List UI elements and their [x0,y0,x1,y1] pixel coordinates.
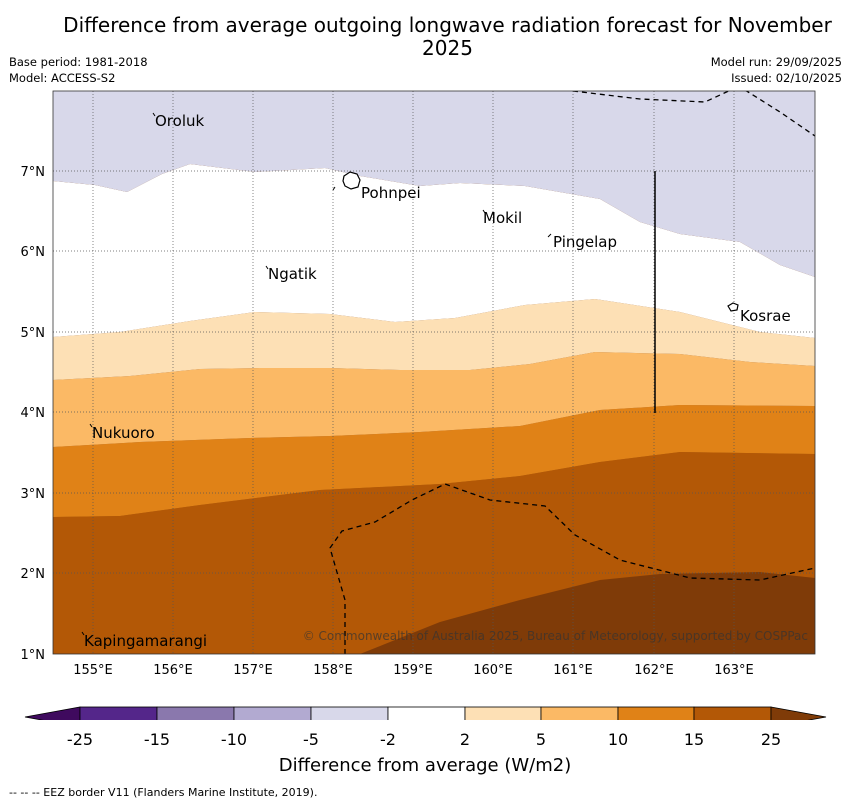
copyright-notice: © Commonwealth of Australia 2025, Bureau… [303,629,808,643]
colorbar-swatch [693,706,772,720]
band-5 [53,299,815,380]
map-frame [52,90,816,655]
band-10 [53,352,815,447]
x-tick-label: 155°E [73,663,113,678]
x-tick-label: 162°E [634,663,674,678]
base-period: Base period: 1981-2018 [9,55,148,69]
place-label: Pingelap [553,233,617,251]
map-fill [53,91,815,654]
colorbar-tick-label: 25 [760,730,782,749]
colorbar-tick-label: 5 [535,730,547,749]
y-tick-label: 7°N [21,165,46,180]
model-run: Model run: 29/09/2025 [710,55,842,69]
x-tick-label: 159°E [393,663,433,678]
y-tick-label: 5°N [21,326,46,341]
y-tick-label: 2°N [21,567,46,582]
meta-left: Base period: 1981-2018 Model: ACCESS-S2 [9,54,148,86]
map-canvas: 155°E 156°E 157°E 158°E 159°E 160°E 161°E 162°E… [21,90,827,720]
colorbar-swatch [540,706,619,720]
x-tick-label: 157°E [233,663,273,678]
islet-markers [81,112,552,636]
issued-date: Issued: 02/10/2025 [731,71,842,85]
place-label: Mokil [483,209,522,227]
colorbar-swatch [617,706,695,720]
colorbar-tick-label: -10 [220,730,248,749]
place-label: Ngatik [268,265,317,283]
meta-right: Model run: 29/09/2025 Issued: 02/10/2025 [711,54,842,86]
y-tick-label: 3°N [21,487,46,502]
colorbar-swatch [233,706,312,720]
colorbar-title: Difference from average (W/m2) [278,755,572,776]
colorbar [24,706,827,720]
x-tick-label: 160°E [473,663,513,678]
place-label: Kosrae [740,307,791,325]
colorbar-swatch [156,706,235,720]
x-axis: 155°E 156°E 157°E 158°E 159°E 160°E 161°E 162°E… [73,663,754,678]
band-15 [53,405,815,517]
colorbar-tick-label: 10 [607,730,629,749]
colorbar-swatch [310,706,389,720]
kosrae-island-outline [727,302,739,312]
colorbar-tick-label: -2 [380,730,396,749]
place-label: Pohnpei [361,184,421,202]
colorbar-swatch [387,706,466,720]
colorbar-tick-label: 15 [683,730,705,749]
model-name: Model: ACCESS-S2 [9,71,116,85]
x-tick-label: 163°E [714,663,754,678]
colorbar-swatch [464,706,542,720]
band-25 [53,452,815,654]
place-label: Oroluk [155,112,204,130]
colorbar-tick-label: -15 [143,730,171,749]
band-minus5 [53,91,815,277]
colorbar-extend-high [770,706,827,720]
x-tick-label: 156°E [153,663,193,678]
place-label: Kapingamarangi [84,632,207,650]
colorbar-extend-low [24,706,81,720]
colorbar-swatch [79,706,158,720]
y-tick-label: 1°N [21,648,46,663]
pohnpei-island-outline [342,171,361,190]
y-tick-label: 4°N [21,406,46,421]
y-tick-label: 6°N [21,245,46,260]
eez-footnote: -- -- -- EEZ border V11 (Flanders Marine… [9,786,318,799]
x-tick-label: 161°E [553,663,593,678]
colorbar-tick-label: -5 [303,730,319,749]
colorbar-tick-label: 2 [459,730,471,749]
colorbar-tick-label: -25 [66,730,94,749]
x-tick-label: 158°E [313,663,353,678]
y-axis: 1°N 2°N 3°N 4°N 5°N 6°N 7°N [21,165,46,663]
eez-border [329,91,815,654]
place-labels: Oroluk Pohnpei Mokil Pingelap Ngatik Kosrae Nu… [84,112,791,650]
place-label: Nukuoro [92,424,155,442]
map-title: Difference from average outgoing longwav… [63,13,832,60]
graticule [53,91,815,654]
